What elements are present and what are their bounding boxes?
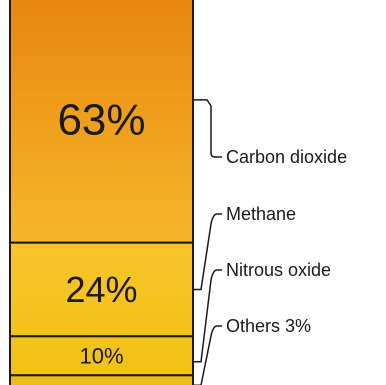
value-label-nitrous-oxide: 10% [79,343,123,368]
legend-labels: Carbon dioxide Methane Nitrous oxide Others… [226,147,347,336]
legend-label-others: Others 3% [226,316,311,336]
segment-others [9,374,194,385]
value-labels: 63% 24% 10% [57,95,145,368]
leader-line-others [193,325,222,385]
segment-carbon-dioxide [9,0,194,244]
legend-label-nitrous-oxide: Nitrous oxide [226,260,331,280]
value-label-carbon-dioxide: 63% [57,95,145,144]
segment-methane [9,241,194,338]
leader-line-nitrous-oxide [193,269,222,363]
legend-label-carbon-dioxide: Carbon dioxide [226,147,347,167]
legend-label-methane: Methane [226,204,296,224]
leader-line-carbon-dioxide [193,99,222,158]
legend-leaders [193,99,222,385]
bar-segments [9,0,194,385]
leader-line-methane [193,213,222,291]
value-label-methane: 24% [65,269,137,310]
